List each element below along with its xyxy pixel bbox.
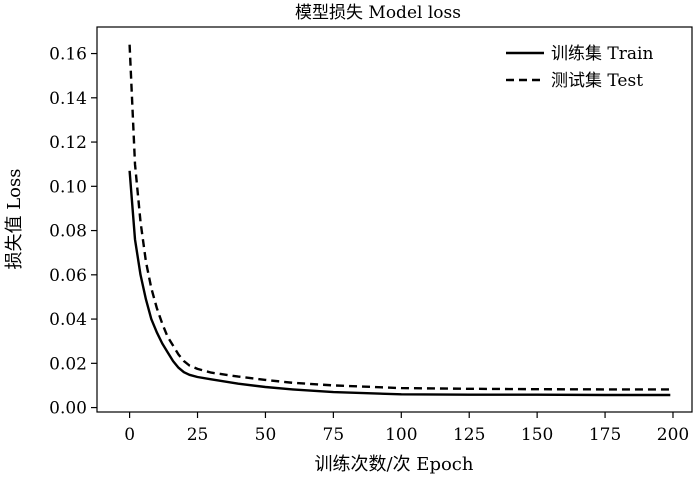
x-tick-label: 50 xyxy=(255,425,277,445)
x-tick-label: 200 xyxy=(657,425,689,445)
y-tick-label: 0.16 xyxy=(49,45,87,65)
y-axis-label: 损失值 Loss xyxy=(4,169,25,270)
x-axis-label: 训练次数/次 Epoch xyxy=(315,454,474,475)
y-tick-label: 0.14 xyxy=(49,89,87,109)
x-tick-label: 175 xyxy=(589,425,621,445)
plot-frame xyxy=(96,26,693,413)
y-tick-label: 0.00 xyxy=(49,399,87,419)
x-tick-label: 150 xyxy=(521,425,553,445)
x-tick-label: 75 xyxy=(323,425,345,445)
legend-train-label: 训练集 Train xyxy=(551,44,653,64)
legend-test-label: 测试集 Test xyxy=(551,71,643,91)
x-tick-label: 100 xyxy=(385,425,417,445)
legend: 训练集 Train 测试集 Test xyxy=(506,44,653,91)
y-tick-label: 0.04 xyxy=(49,310,87,330)
series-train-line xyxy=(128,170,671,397)
y-tick-label: 0.02 xyxy=(49,354,87,374)
y-tick-label: 0.10 xyxy=(49,177,87,197)
y-axis: 0.00 0.02 0.04 0.06 0.08 0.10 0.12 0.14 0.16 xyxy=(49,45,97,419)
x-tick-label: 0 xyxy=(124,425,135,445)
y-tick-label: 0.08 xyxy=(49,222,87,242)
series-layer xyxy=(128,44,671,397)
x-axis: 0 25 50 75 100 125 150 175 200 xyxy=(124,412,689,445)
y-tick-label: 0.06 xyxy=(49,266,87,286)
y-tick-label: 0.12 xyxy=(49,133,87,153)
x-tick-label: 25 xyxy=(187,425,209,445)
series-test-line xyxy=(128,44,671,391)
chart-title: 模型损失 Model loss xyxy=(295,3,461,23)
x-tick-label: 125 xyxy=(453,425,485,445)
